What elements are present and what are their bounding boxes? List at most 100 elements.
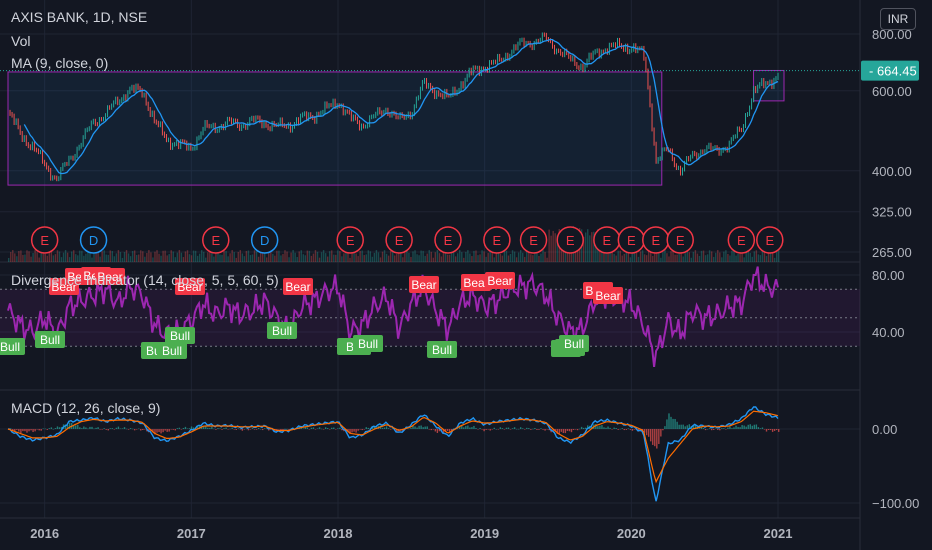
volume-bar [373,252,376,262]
histogram-bar [385,426,388,429]
volume-bar [284,250,286,262]
bear-divergence-label[interactable]: Bear [409,276,439,293]
earnings-marker[interactable]: E [642,226,670,254]
divergence-labels[interactable]: BullBullBearBearBearBearBullBullBullBear… [0,267,623,359]
histogram-bar [243,429,246,430]
bear-divergence-label[interactable]: Bear [175,278,205,295]
bear-divergence-label[interactable]: Bear [95,268,125,285]
histogram-bar [261,429,264,431]
earnings-marker[interactable]: E [30,226,59,254]
earnings-marker[interactable]: E [385,226,413,254]
histogram-bar [727,427,729,429]
symbol-title[interactable]: AXIS BANK, 1D, NSE [11,9,148,25]
volume-bar [528,250,530,262]
ma-legend[interactable]: MA (9, close, 0) [11,55,109,71]
histogram-bar [373,425,376,429]
histogram-bar [170,429,172,430]
histogram-bar [755,424,758,429]
volume-bar [318,257,321,262]
bull-divergence-label[interactable]: Bull [353,335,383,352]
volume-bar [119,252,122,262]
earnings-marker[interactable]: E [519,226,548,254]
dividend-marker[interactable]: D [79,226,108,254]
histogram-bar [536,429,538,430]
earnings-marker[interactable]: E [617,226,646,254]
histogram-bar [326,428,329,429]
bear-divergence-label[interactable]: Bear [485,272,515,289]
volume-legend[interactable]: Vol [11,33,31,49]
macd-legend[interactable]: MACD (12, 26, close, 9) [11,400,161,416]
volume-bar [168,254,170,262]
volume-bar [66,252,69,262]
volume-bar [584,232,587,262]
earnings-marker[interactable]: E [666,226,694,254]
volume-bar [257,256,260,262]
histogram-bar [723,428,725,429]
histogram-bar [625,429,628,430]
volume-bar [75,254,77,262]
volume-bar [28,251,30,262]
currency-button[interactable]: INR [880,8,916,30]
volume-bar [83,255,85,262]
volume-bar [550,235,552,262]
earnings-marker[interactable]: E [434,226,462,254]
volume-bar [351,251,353,262]
histogram-bar [402,429,404,432]
histogram-bar [461,425,463,429]
bull-divergence-label[interactable]: Bull [427,341,457,358]
dividend-marker[interactable]: D [250,226,279,254]
earnings-marker[interactable]: E [336,226,364,254]
earnings-marker[interactable]: E [756,226,784,254]
volume-bar [757,254,760,262]
volume-bar [448,254,451,262]
bear-divergence-label[interactable]: Bear [593,287,623,304]
volume-bar [87,250,89,262]
histogram-bar [769,429,772,431]
earnings-marker[interactable]: E [202,226,230,254]
bull-divergence-label[interactable]: Bull [267,322,297,339]
histogram-bar [142,429,144,431]
histogram-bar [763,429,766,430]
volume-bar [217,250,219,262]
volume-bar [194,250,197,262]
volume-bar [270,250,272,262]
volume-bar [629,257,632,262]
histogram-bar [339,427,341,429]
volume-bar [266,257,268,262]
bull-divergence-label[interactable]: Bull [559,335,589,352]
histogram-bar [694,424,697,429]
volume-bar [296,256,298,262]
bear-divergence-label[interactable]: Bear [283,278,313,295]
volume-bar [471,256,473,262]
histogram-bar [631,429,634,431]
histogram-bar [745,426,747,429]
year-tick-label: 2019 [470,526,499,541]
histogram-bar [735,425,737,429]
bull-divergence-label[interactable]: Bull [35,331,65,348]
bull-divergence-label[interactable]: Bull [157,342,187,359]
histogram-bar [225,427,227,429]
histogram-bar [10,428,12,429]
histogram-bar [617,429,619,430]
oscillator-legend[interactable]: Divergence Indicator (14, close, 5, 5, 6… [11,272,279,288]
volume-bar [450,250,453,262]
earnings-marker[interactable]: E [556,226,584,254]
histogram-bar [652,429,654,445]
histogram-bar [105,429,107,430]
histogram-bar [511,428,514,429]
volume-bar [345,250,347,262]
bear-divergence-label[interactable]: Bear [461,274,491,291]
earnings-marker[interactable]: E [593,226,621,254]
earnings-marker[interactable]: E [483,226,511,254]
histogram-bar [322,429,325,430]
volume-bar [402,257,404,262]
earnings-marker[interactable]: E [727,226,756,254]
histogram-bar [475,427,477,429]
histogram-bar [135,429,138,430]
volume-bar [379,257,382,262]
bull-divergence-label[interactable]: Bull [165,327,195,344]
volume-bar [775,252,778,262]
bull-divergence-label[interactable]: Bull [0,338,25,355]
